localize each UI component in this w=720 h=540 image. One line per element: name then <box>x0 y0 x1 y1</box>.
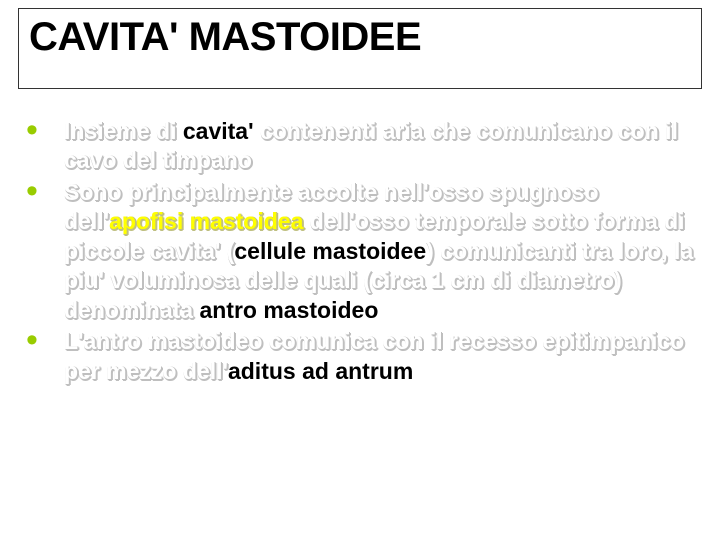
text-run: aditus ad antrum <box>228 358 413 384</box>
bullet-text: Insieme di cavita' contenenti aria che c… <box>64 117 702 176</box>
bullet-text: L'antro mastoideo comunica con il recess… <box>64 327 702 386</box>
slide-title: CAVITA' MASTOIDEE <box>29 15 691 60</box>
bullet-list: Insieme di cavita' contenenti aria che c… <box>18 117 702 386</box>
title-container: CAVITA' MASTOIDEE <box>18 8 702 89</box>
text-run: apofisi mastoidea <box>109 208 303 234</box>
text-run: antro mastoideo <box>199 297 378 323</box>
list-item: Sono principalmente accolte nell'osso sp… <box>26 178 702 325</box>
text-run: cavita' <box>183 118 254 144</box>
list-item: Insieme di cavita' contenenti aria che c… <box>26 117 702 176</box>
bullet-text: Sono principalmente accolte nell'osso sp… <box>64 178 702 325</box>
text-run: Insieme di <box>64 118 183 144</box>
list-item: L'antro mastoideo comunica con il recess… <box>26 327 702 386</box>
text-run: cellule mastoidee <box>234 238 426 264</box>
